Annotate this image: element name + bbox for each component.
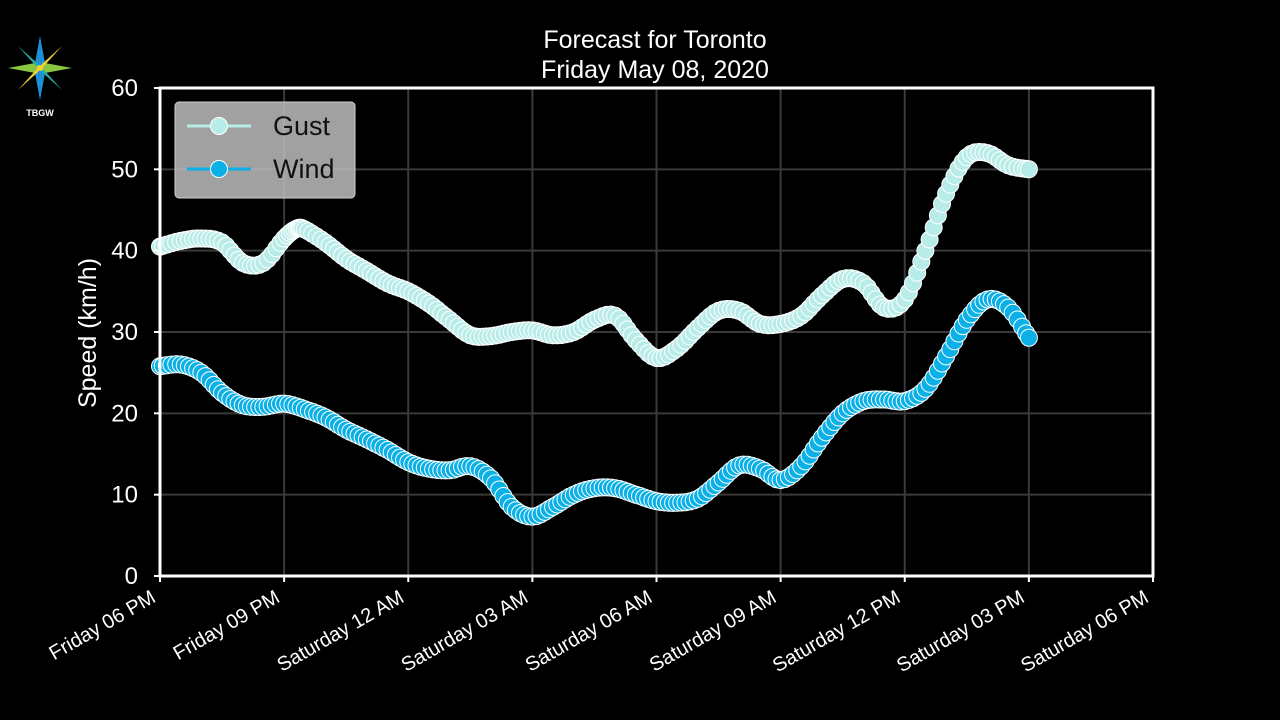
x-tick-label: Saturday 09 AM — [646, 586, 780, 676]
y-tick-label: 50 — [111, 156, 138, 183]
legend: Gust Wind — [174, 101, 356, 199]
x-tick-label: Saturday 03 PM — [893, 586, 1028, 677]
x-tick-label: Saturday 12 AM — [274, 586, 408, 676]
chart-subtitle: Friday May 08, 2020 — [541, 56, 769, 84]
x-tick-label: Saturday 06 PM — [1017, 586, 1152, 677]
x-tick-label: Saturday 12 PM — [769, 586, 904, 677]
series-layer — [151, 143, 1038, 526]
y-tick-label: 40 — [111, 238, 138, 265]
legend-wind-label: Wind — [273, 154, 335, 184]
y-tick-label: 10 — [111, 482, 138, 509]
chart-title: Forecast for Toronto — [543, 26, 766, 54]
y-tick-label: 30 — [111, 319, 138, 346]
logo-text: TBGW — [26, 108, 54, 118]
y-tick-label: 0 — [125, 563, 138, 590]
legend-wind-marker — [210, 160, 228, 178]
x-tick-label: Saturday 03 AM — [398, 586, 532, 676]
y-tick-label: 60 — [111, 75, 138, 102]
series-gust — [151, 143, 1038, 367]
x-tick-label: Friday 06 PM — [45, 586, 159, 665]
series-wind — [151, 289, 1038, 526]
legend-gust-marker — [210, 117, 228, 135]
y-tick-label: 20 — [111, 400, 138, 427]
x-tick-label: Saturday 06 AM — [522, 586, 656, 676]
compass-star-icon — [8, 36, 72, 100]
data-point-gust — [1019, 160, 1038, 179]
y-axis-label: Speed (km/h) — [74, 258, 102, 408]
legend-gust-label: Gust — [273, 111, 331, 141]
x-tick-label: Friday 09 PM — [170, 586, 284, 665]
data-point-wind — [1019, 328, 1038, 347]
logo: TBGW — [6, 34, 76, 124]
